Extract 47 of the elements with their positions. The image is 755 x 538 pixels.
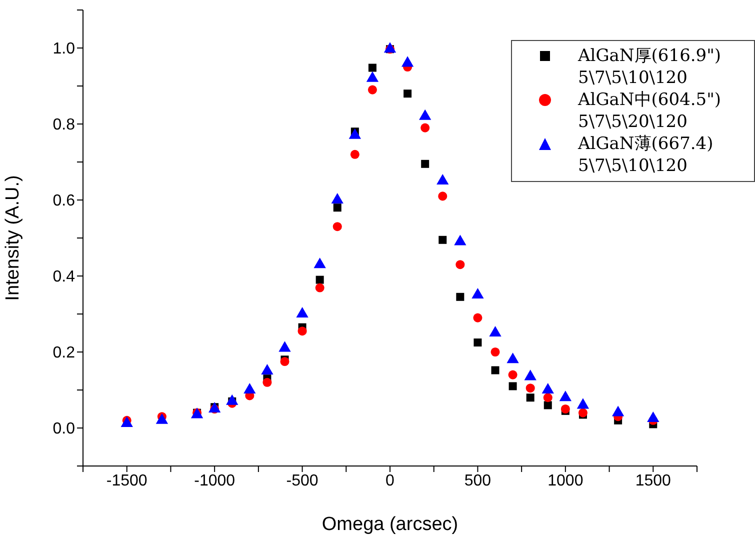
point (456, 260, 465, 270)
point (333, 204, 342, 212)
y-axis-title: Intensity (A.U.) (2, 175, 24, 301)
legend-label: AlGaN厚(616.9") 5\7\5\10\120 (578, 45, 722, 89)
point (332, 222, 342, 232)
point (473, 313, 482, 322)
y-tick-label: 0.0 (52, 420, 76, 438)
x-tick-label: -1500 (106, 472, 148, 490)
point (368, 64, 376, 72)
point (350, 150, 360, 159)
legend-label: AlGaN薄(667.4) 5\7\5\10\120 (578, 133, 714, 177)
point (560, 404, 570, 414)
point (578, 408, 588, 418)
point (543, 393, 552, 402)
point (298, 326, 307, 336)
point (438, 236, 447, 244)
point (404, 90, 412, 98)
x-tick-label: 500 (464, 472, 492, 490)
x-tick-label: 0 (386, 472, 395, 490)
point (544, 401, 552, 410)
point (490, 347, 500, 357)
x-tick-label: 1000 (548, 472, 584, 490)
point (491, 366, 500, 374)
point (368, 85, 377, 94)
y-tick-label: 0.2 (52, 344, 76, 362)
point (280, 356, 290, 366)
x-axis-title: Omega (arcsec) (322, 514, 458, 535)
x-tick-label: 1500 (635, 472, 672, 490)
point (421, 160, 430, 168)
point (316, 276, 324, 284)
x-tick-label: -500 (286, 472, 318, 490)
point (474, 338, 482, 346)
point (526, 384, 535, 393)
legend-label: AlGaN中(604.5") 5\7\5\20\120 (578, 89, 722, 133)
point (456, 292, 464, 301)
point (315, 283, 324, 292)
y-tick-label: 1.0 (52, 40, 76, 58)
x-tick-label: -1000 (194, 472, 236, 490)
point (438, 192, 448, 201)
point (526, 394, 534, 402)
point (508, 370, 518, 380)
point (508, 382, 517, 390)
point (262, 378, 272, 387)
y-tick-label: 0.6 (52, 192, 76, 210)
y-tick-label: 0.4 (52, 268, 76, 286)
point (420, 123, 430, 132)
y-tick-label: 0.8 (52, 116, 76, 134)
